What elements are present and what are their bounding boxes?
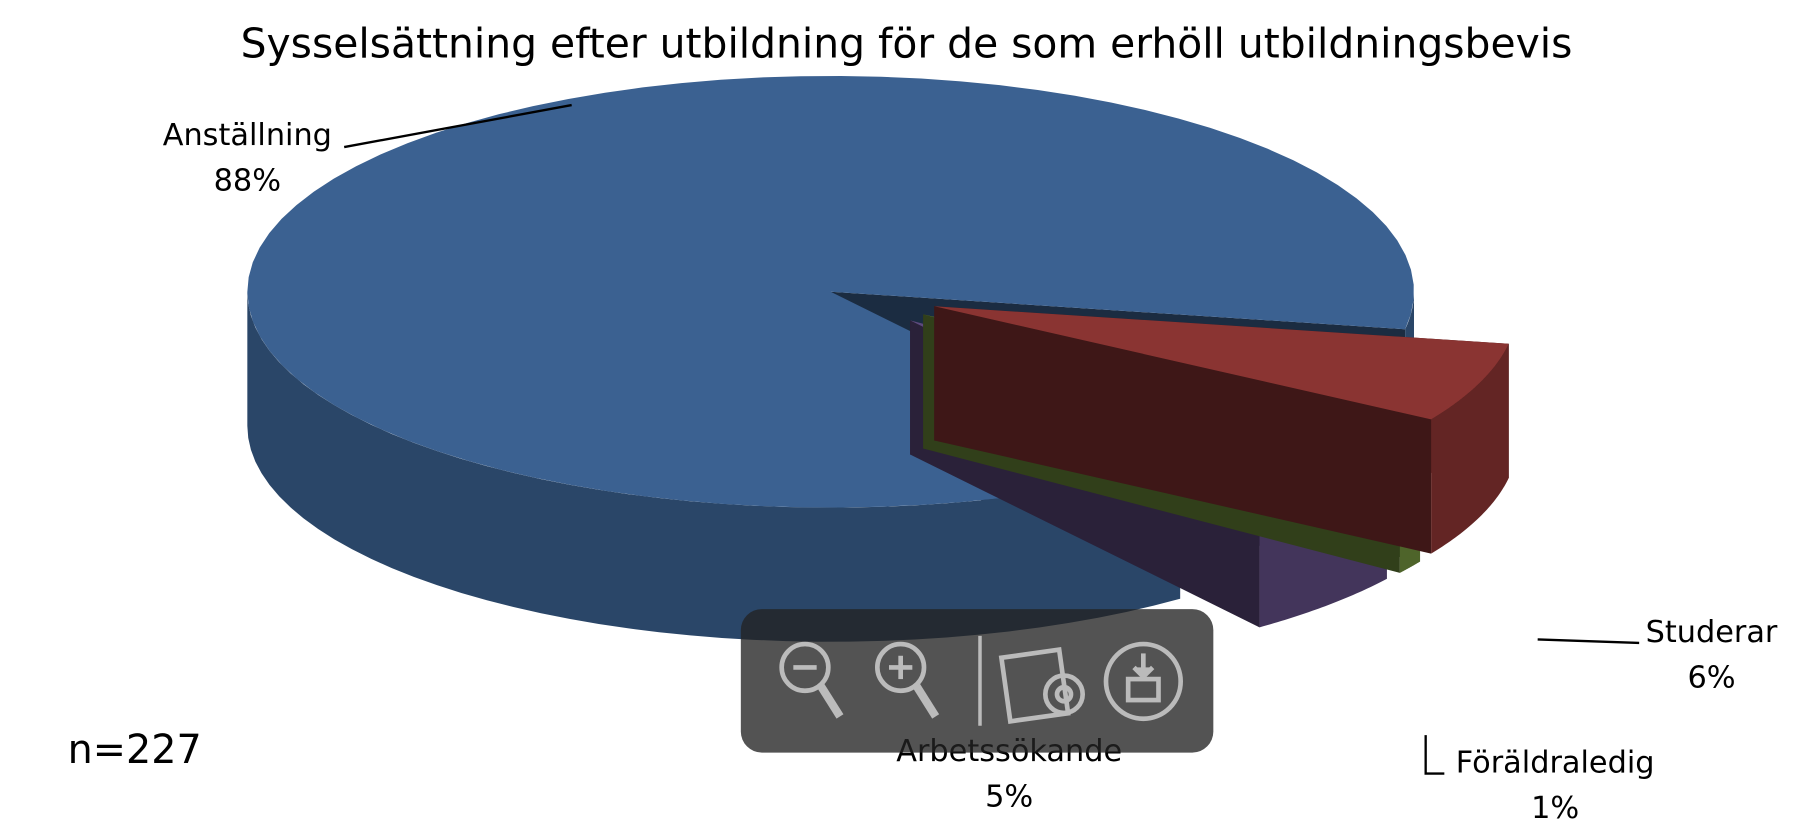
leader-line — [1424, 735, 1445, 775]
annotation: n=227 — [68, 727, 202, 773]
value-label: 1% — [1531, 791, 1579, 826]
chart-title: Sysselsättning efter utbildning för de s… — [241, 20, 1573, 68]
value-label: 88% — [214, 164, 281, 199]
slice-top — [247, 75, 1414, 508]
pie-slice — [934, 306, 1509, 554]
slice-side — [1431, 343, 1509, 554]
category-label: Studerar — [1646, 615, 1778, 650]
category-label: Anställning — [163, 118, 332, 153]
save-image-button[interactable] — [998, 647, 1085, 724]
labels: Anställning88%Studerar6%Föräldraledig1%A… — [163, 103, 1778, 826]
slice-side — [247, 291, 1181, 642]
toolbar — [740, 609, 1214, 753]
toolbar-bg — [740, 609, 1214, 753]
value-label: 5% — [985, 780, 1033, 815]
leader-line — [1537, 638, 1640, 645]
download-button[interactable] — [1103, 641, 1184, 722]
category-label: Föräldraledig — [1456, 746, 1655, 781]
slice-top — [934, 306, 1509, 420]
leader-line — [343, 103, 572, 149]
zoom-out-button[interactable] — [779, 641, 844, 719]
value-label: 6% — [1687, 661, 1735, 696]
slice-cut-face — [934, 306, 1432, 554]
zoom-in-button[interactable] — [875, 641, 940, 719]
pie — [247, 75, 1509, 642]
